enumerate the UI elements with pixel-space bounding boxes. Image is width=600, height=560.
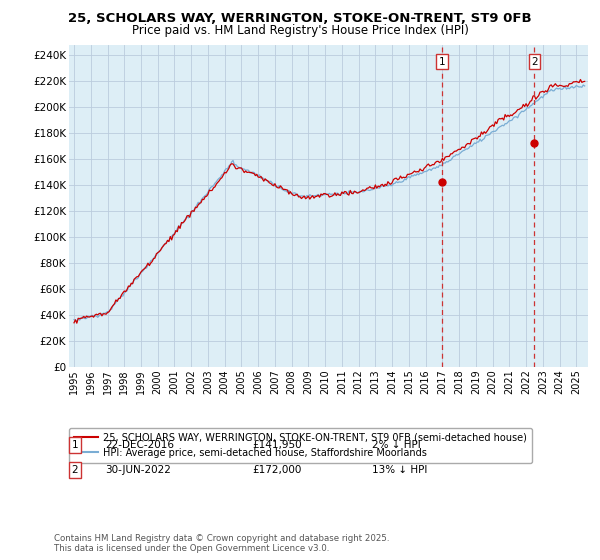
Text: £141,950: £141,950 [252,440,302,450]
Text: 1: 1 [439,57,445,67]
Text: 2: 2 [71,465,79,475]
Legend: 25, SCHOLARS WAY, WERRINGTON, STOKE-ON-TRENT, ST9 0FB (semi-detached house), HPI: 25, SCHOLARS WAY, WERRINGTON, STOKE-ON-T… [69,428,532,463]
Text: 13% ↓ HPI: 13% ↓ HPI [372,465,427,475]
Text: 22-DEC-2016: 22-DEC-2016 [105,440,174,450]
Text: 2% ↓ HPI: 2% ↓ HPI [372,440,421,450]
Text: 2: 2 [531,57,538,67]
Text: Price paid vs. HM Land Registry's House Price Index (HPI): Price paid vs. HM Land Registry's House … [131,24,469,36]
Text: 30-JUN-2022: 30-JUN-2022 [105,465,171,475]
Text: 1: 1 [71,440,79,450]
Text: Contains HM Land Registry data © Crown copyright and database right 2025.
This d: Contains HM Land Registry data © Crown c… [54,534,389,553]
Text: £172,000: £172,000 [252,465,301,475]
Text: 25, SCHOLARS WAY, WERRINGTON, STOKE-ON-TRENT, ST9 0FB: 25, SCHOLARS WAY, WERRINGTON, STOKE-ON-T… [68,12,532,25]
